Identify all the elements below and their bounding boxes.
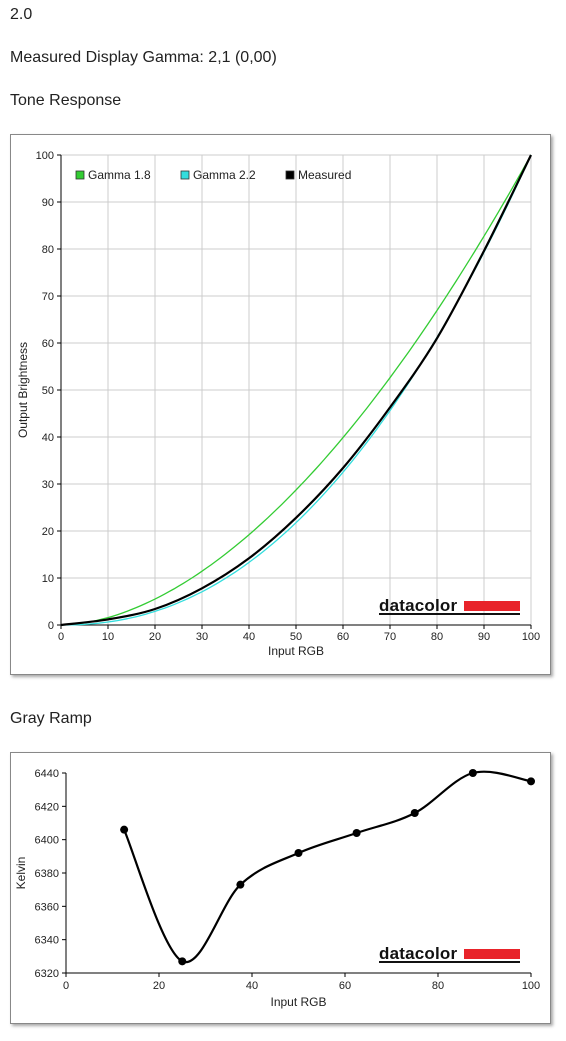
datacolor-logo: datacolor [379, 944, 520, 963]
x-tick-label: 40 [246, 980, 258, 992]
gray-ramp-title: Gray Ramp [10, 710, 92, 727]
y-tick-label: 6440 [35, 768, 59, 780]
legend-swatch [285, 170, 295, 180]
y-tick-label: 6320 [35, 968, 59, 980]
y-tick-label: 80 [42, 244, 54, 256]
tone-response-chart: 0 10 20 30 40 50 60 70 80 90 100 0 10 20 30 40 50 60 70 80 9… [16, 150, 540, 658]
datacolor-logo: datacolor [379, 596, 520, 615]
gray-ramp-panel: 0 20 40 60 80 100 6320 6340 6360 6380 6400 6420 6440… [10, 752, 551, 1024]
legend-label: Gamma 1.8 [88, 168, 151, 182]
data-point [410, 809, 419, 817]
series-line-measured [60, 154, 532, 627]
y-tick-label: 40 [42, 432, 54, 444]
x-tick-label: 60 [337, 631, 349, 643]
y-tick-label: 100 [36, 150, 54, 162]
logo-text: datacolor [379, 596, 458, 615]
x-tick-label: 100 [522, 980, 540, 992]
data-point [178, 957, 187, 966]
x-axis-label: Input RGB [270, 995, 326, 1009]
logo-underline [379, 613, 520, 615]
x-tick-label: 20 [149, 631, 161, 643]
logo-underline [379, 961, 520, 963]
y-tick-label: 6400 [35, 835, 59, 847]
y-axis-label: Output Brightness [16, 342, 30, 438]
x-tick-label: 70 [384, 631, 396, 643]
legend-label: Gamma 2.2 [193, 168, 256, 182]
y-tick-label: 6420 [35, 801, 59, 813]
logo-text: datacolor [379, 944, 458, 963]
measured-gamma-label: Measured Display Gamma: 2,1 (0,00) [10, 49, 277, 66]
y-tick-label: 6380 [35, 868, 59, 880]
version-label: 2.0 [10, 6, 33, 23]
data-point [294, 849, 303, 857]
data-point [468, 769, 477, 777]
data-point [120, 825, 129, 834]
series-line-gamma-1-8 [60, 154, 532, 626]
y-tick-label: 0 [48, 620, 54, 632]
gray-ramp-chart: 0 20 40 60 80 100 6320 6340 6360 6380 6400 6420 6440… [14, 768, 540, 1009]
x-tick-label: 80 [431, 631, 443, 643]
y-tick-label: 10 [42, 573, 54, 585]
y-tick-label: 6340 [35, 935, 59, 947]
y-axis-label: Kelvin [14, 857, 28, 890]
x-tick-label: 20 [153, 980, 165, 992]
legend-label: Measured [298, 168, 351, 182]
y-tick-label: 90 [42, 197, 54, 209]
x-tick-label: 100 [522, 631, 540, 643]
y-tick-label: 60 [42, 338, 54, 350]
x-tick-label: 0 [63, 980, 69, 992]
x-tick-label: 30 [196, 631, 208, 643]
legend-swatch [75, 170, 85, 180]
tone-response-panel: 0 10 20 30 40 50 60 70 80 90 100 0 10 20 30 40 50 60 70 80 9… [10, 134, 551, 675]
y-tick-label: 30 [42, 479, 54, 491]
logo-red-bar [464, 601, 520, 611]
logo-red-bar [464, 949, 520, 959]
x-axis-label: Input RGB [268, 644, 324, 658]
data-point [236, 880, 245, 889]
x-tick-label: 80 [432, 980, 444, 992]
data-point [352, 829, 361, 837]
x-tick-label: 60 [339, 980, 351, 992]
x-tick-label: 90 [478, 631, 490, 643]
x-tick-label: 10 [102, 631, 114, 643]
x-tick-label: 0 [58, 631, 64, 643]
x-tick-label: 50 [290, 631, 302, 643]
legend-swatch [180, 170, 190, 180]
tone-response-title: Tone Response [10, 92, 122, 109]
x-tick-label: 40 [243, 631, 255, 643]
y-tick-label: 6360 [35, 901, 59, 913]
y-tick-label: 70 [42, 291, 54, 303]
series-line-kelvin [123, 770, 532, 964]
y-tick-label: 50 [42, 385, 54, 397]
data-point [527, 777, 535, 786]
y-tick-label: 20 [42, 526, 54, 538]
